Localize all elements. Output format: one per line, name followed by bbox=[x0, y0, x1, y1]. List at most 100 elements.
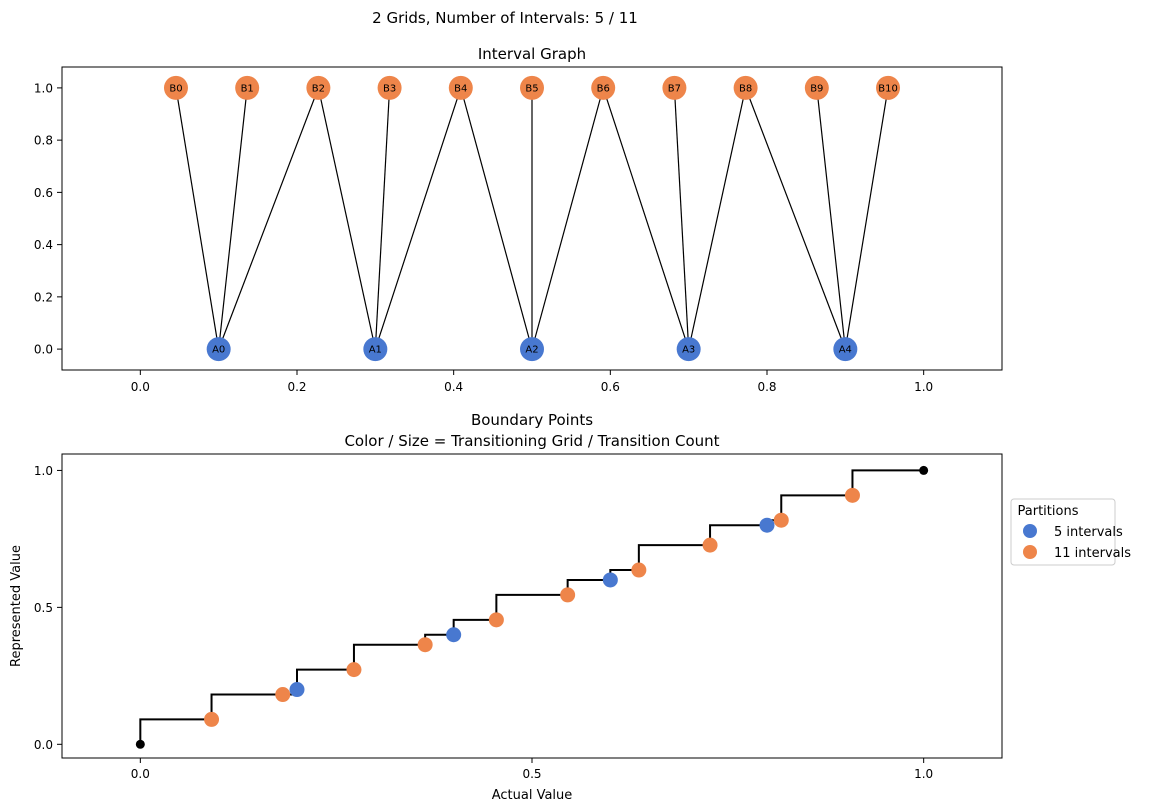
figure-suptitle: 2 Grids, Number of Intervals: 5 / 11 bbox=[372, 9, 638, 27]
graph-edge bbox=[745, 87, 846, 350]
legend: Partitions 5 intervals 11 intervals bbox=[1010, 498, 1131, 566]
grid-b-node bbox=[876, 75, 901, 100]
boundary-point-layer bbox=[135, 465, 929, 749]
y-tick-label: 1.0 bbox=[34, 81, 53, 95]
boundary-point-5-intervals bbox=[759, 517, 775, 533]
grid-b-node bbox=[448, 75, 473, 100]
grid-b-node-label: B10 bbox=[878, 83, 898, 94]
y-tick-label: 0.0 bbox=[34, 738, 53, 752]
y-tick-label: 0.4 bbox=[34, 238, 53, 252]
grid-a-node bbox=[520, 337, 544, 362]
x-tick-label: 0.8 bbox=[757, 380, 776, 394]
grid-a-node-label: A1 bbox=[369, 345, 382, 356]
x-tick-label: 0.4 bbox=[444, 380, 463, 394]
endpoint-marker bbox=[919, 465, 929, 475]
x-axis-ticks: 0.0 0.2 0.4 0.6 0.8 1.0 bbox=[131, 370, 933, 394]
boundary-point-11-intervals bbox=[204, 711, 220, 727]
graph-edge bbox=[218, 87, 319, 350]
grid-b-node bbox=[163, 75, 188, 100]
boundary-point-11-intervals bbox=[275, 687, 291, 703]
boundary-point-11-intervals bbox=[488, 612, 504, 628]
y-axis-ticks: 0.0 0.2 0.4 0.6 0.8 1.0 bbox=[34, 81, 62, 357]
graph-edge bbox=[673, 87, 690, 350]
grid-b-node bbox=[520, 75, 544, 100]
boundary-points-title: Boundary Points bbox=[471, 411, 593, 429]
graph-edge bbox=[374, 87, 462, 350]
legend-label-5-intervals: 5 intervals bbox=[1054, 525, 1123, 540]
y-tick-label: 0.0 bbox=[34, 343, 53, 357]
grid-b-node-label: B6 bbox=[597, 83, 610, 94]
boundary-point-11-intervals bbox=[417, 637, 433, 653]
y-tick-label: 0.5 bbox=[34, 601, 53, 615]
boundary-point-11-intervals bbox=[844, 487, 860, 503]
boundary-point-11-intervals bbox=[560, 587, 576, 603]
graph-edge bbox=[602, 87, 690, 350]
graph-edge bbox=[816, 87, 846, 350]
grid-b-node-label: B3 bbox=[383, 83, 396, 94]
grid-b-node-label: B8 bbox=[739, 83, 752, 94]
grid-b-node-label: B5 bbox=[525, 83, 538, 94]
graph-edge bbox=[317, 87, 376, 350]
boundary-points-panel: Boundary Points Color / Size = Transitio… bbox=[9, 411, 1131, 803]
x-tick-label: 0.6 bbox=[601, 380, 620, 394]
graph-edge bbox=[531, 87, 604, 350]
grid-b-node bbox=[235, 75, 260, 100]
grid-a-node-label: A2 bbox=[525, 345, 538, 356]
step-line-layer bbox=[139, 469, 924, 745]
grid-b-node bbox=[804, 75, 829, 100]
x-tick-label: 0.2 bbox=[287, 380, 306, 394]
grid-b-node-label: B1 bbox=[241, 83, 254, 94]
boundary-points-subtitle: Color / Size = Transitioning Grid / Tran… bbox=[344, 432, 719, 450]
node-layer: A0 A1 A2 A3 A4 B0 B1 B2 B3 B4 B5 B6 B7 B8 B9 B10 bbox=[163, 75, 901, 362]
edge-layer bbox=[175, 87, 889, 350]
grid-b-node-label: B7 bbox=[668, 83, 681, 94]
legend-label-11-intervals: 11 intervals bbox=[1054, 546, 1131, 561]
y-tick-label: 0.2 bbox=[34, 290, 53, 304]
interval-graph-frame bbox=[61, 66, 1003, 371]
grid-b-node-label: B4 bbox=[454, 83, 467, 94]
legend-marker-5-intervals bbox=[1023, 524, 1037, 538]
boundary-point-11-intervals bbox=[631, 562, 647, 578]
boundary-point-5-intervals bbox=[602, 572, 618, 588]
boundary-point-5-intervals bbox=[289, 682, 305, 698]
boundary-point-11-intervals bbox=[702, 537, 718, 553]
grid-a-node bbox=[206, 337, 231, 362]
grid-b-node bbox=[377, 75, 402, 100]
y-axis-label: Represented Value bbox=[9, 545, 24, 667]
grid-a-node bbox=[833, 337, 858, 362]
graph-edge bbox=[218, 87, 248, 350]
endpoint-marker bbox=[135, 739, 145, 749]
grid-a-node bbox=[676, 337, 701, 362]
grid-b-node bbox=[591, 75, 616, 100]
x-axis-ticks: 0.0 0.5 1.0 bbox=[131, 758, 933, 781]
x-tick-label: 0.0 bbox=[131, 380, 150, 394]
boundary-point-11-intervals bbox=[773, 512, 789, 528]
graph-edge bbox=[688, 87, 747, 350]
interval-graph-panel: Interval Graph A0 A1 A2 A3 A4 B0 B1 B2 B3 B4 B5 B6 B… bbox=[34, 45, 1003, 394]
grid-b-node bbox=[306, 75, 331, 100]
grid-a-node-label: A0 bbox=[212, 345, 225, 356]
graph-edge bbox=[844, 87, 889, 350]
graph-edge bbox=[460, 87, 533, 350]
y-tick-label: 0.6 bbox=[34, 186, 53, 200]
grid-a-node-label: A3 bbox=[682, 345, 695, 356]
boundary-points-frame bbox=[61, 453, 1003, 759]
interval-graph-title: Interval Graph bbox=[478, 45, 586, 63]
y-axis-ticks: 0.0 0.5 1.0 bbox=[34, 464, 62, 752]
x-tick-label: 1.0 bbox=[914, 380, 933, 394]
grid-a-node bbox=[363, 337, 388, 362]
grid-b-node-label: B2 bbox=[312, 83, 325, 94]
grid-b-node bbox=[662, 75, 687, 100]
grid-a-node-label: A4 bbox=[839, 345, 852, 356]
grid-b-node-label: B0 bbox=[169, 83, 182, 94]
x-tick-label: 0.0 bbox=[131, 767, 150, 781]
x-axis-label: Actual Value bbox=[492, 788, 573, 803]
legend-title: Partitions bbox=[1018, 504, 1079, 519]
y-tick-label: 0.8 bbox=[34, 134, 53, 148]
step-line bbox=[139, 469, 924, 745]
boundary-point-11-intervals bbox=[346, 662, 362, 678]
legend-marker-11-intervals bbox=[1023, 545, 1037, 559]
graph-edge bbox=[175, 87, 220, 350]
y-tick-label: 1.0 bbox=[34, 464, 53, 478]
